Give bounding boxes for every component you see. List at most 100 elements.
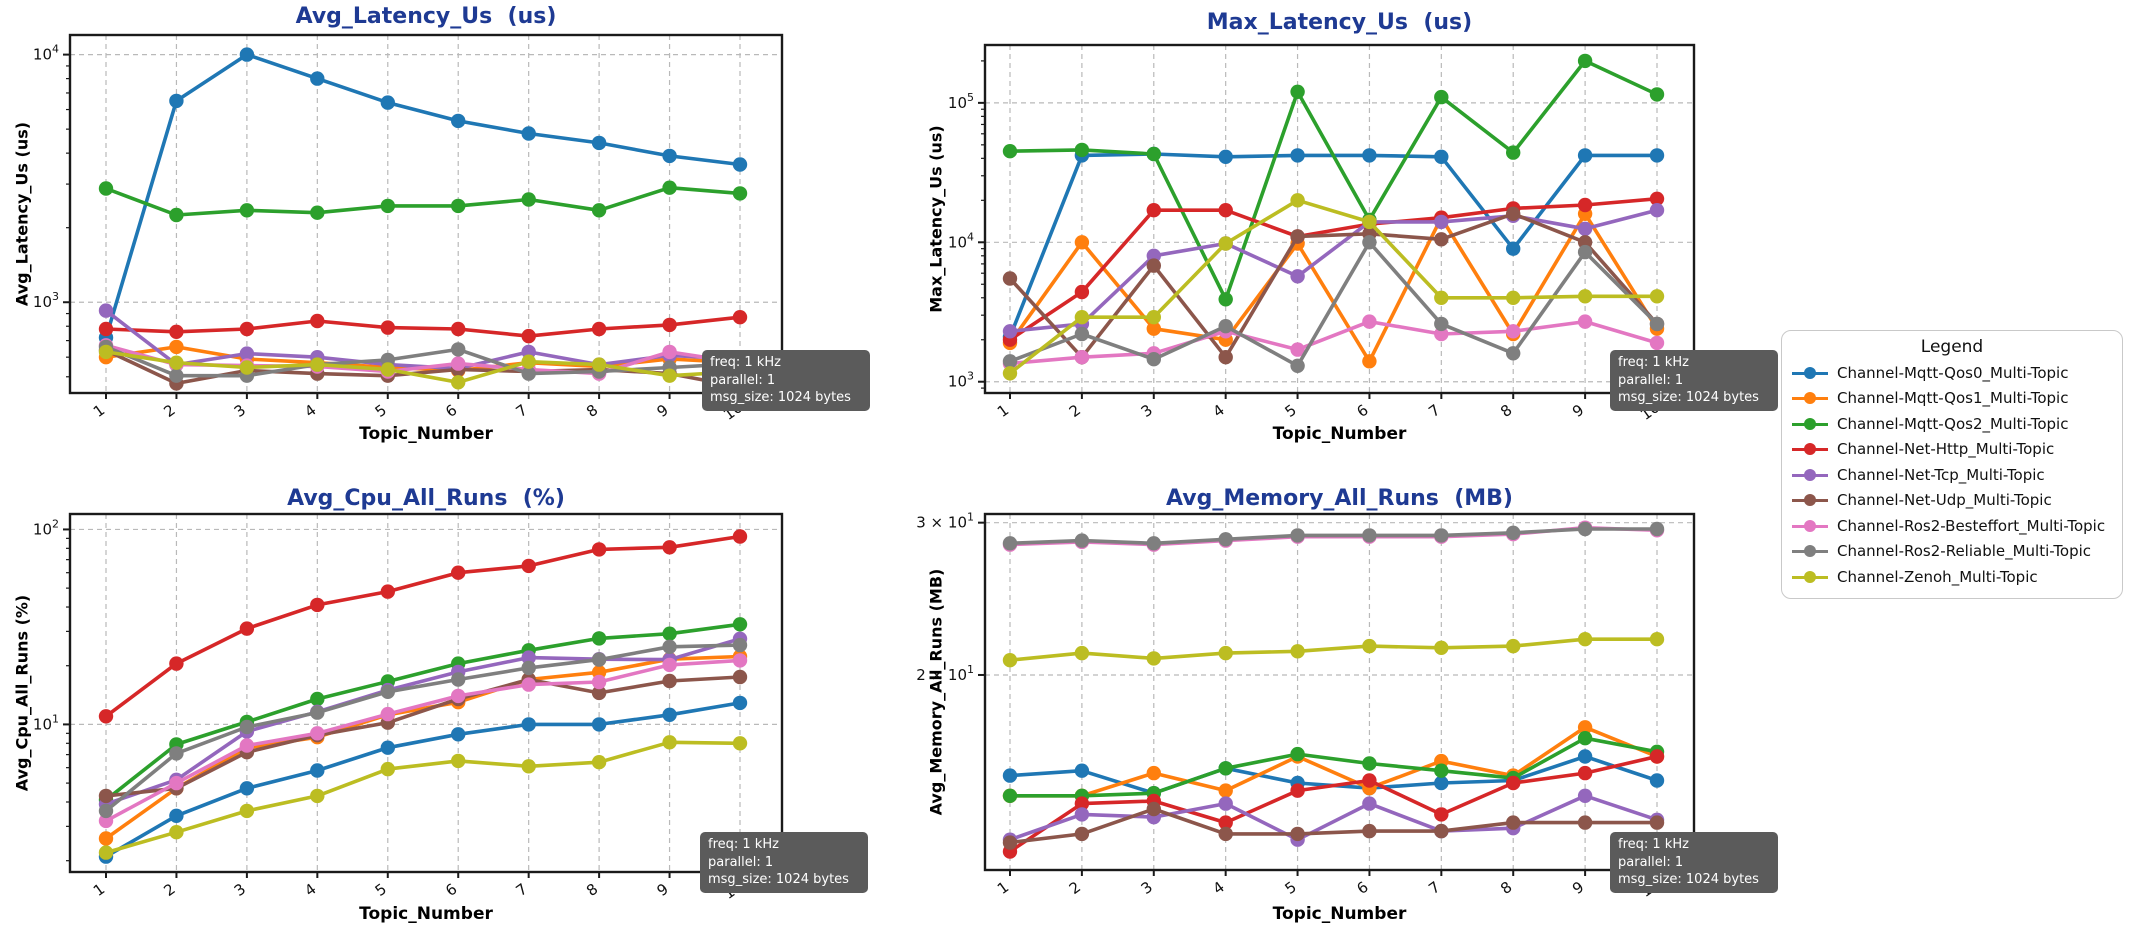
plot-spines	[68, 33, 784, 395]
plot-spines	[983, 512, 1696, 872]
x-tick-label: 7	[1425, 878, 1443, 898]
data-point-marker	[732, 695, 748, 711]
data-point-marker	[521, 192, 536, 207]
data-point-marker	[1362, 214, 1377, 230]
data-point-marker	[732, 736, 748, 751]
x-tick-label: 3	[231, 401, 249, 421]
data-point-marker	[662, 707, 677, 722]
data-point-marker	[1074, 796, 1090, 811]
chart-title-avg-cpu: Avg_Cpu_All_Runs (%)	[287, 486, 565, 511]
data-point-marker	[1506, 815, 1521, 830]
data-point-marker	[1577, 148, 1593, 163]
data-point-marker	[1290, 229, 1305, 244]
data-point-marker	[521, 328, 536, 344]
data-point-marker	[1218, 319, 1233, 334]
series-Channel-Mqtt-Qos2_Multi-Topic	[98, 180, 748, 223]
annotation-box-avg-latency: freq: 1 kHz parallel: 1 msg_size: 1024 b…	[702, 350, 870, 411]
series-Channel-Ros2-Reliable_Multi-Topic	[1002, 521, 1665, 551]
annotation-line-freq: freq: 1 kHz	[710, 355, 781, 370]
series-line	[104, 534, 741, 718]
y-tick-label: 102	[33, 517, 59, 538]
data-point-marker	[1434, 89, 1449, 105]
data-point-marker	[521, 759, 536, 774]
data-point-marker	[1074, 310, 1090, 325]
data-point-marker	[310, 691, 325, 707]
data-point-marker	[1506, 525, 1521, 540]
data-point-marker	[169, 324, 184, 339]
data-point-marker	[1002, 536, 1018, 551]
data-point-marker	[1362, 314, 1377, 329]
data-point-marker	[1218, 815, 1233, 830]
data-point-marker	[1506, 241, 1521, 256]
legend-entry-label: Channel-Mqtt-Qos1_Multi-Topic	[1837, 389, 2069, 408]
data-point-marker	[1577, 221, 1593, 236]
data-point-marker	[1649, 749, 1665, 764]
series-Channel-Net-Http_Multi-Topic	[98, 529, 748, 724]
data-point-marker	[451, 321, 466, 337]
data-point-marker	[1577, 749, 1593, 764]
data-point-marker	[1002, 366, 1018, 381]
data-point-marker	[662, 639, 677, 654]
data-point-marker	[1434, 775, 1449, 791]
data-point-marker	[1506, 290, 1521, 305]
x-tick-label: 7	[513, 401, 531, 421]
data-point-marker	[662, 317, 677, 333]
series-line	[105, 350, 741, 385]
legend-series-marker-icon	[1792, 545, 1828, 558]
data-point-marker	[521, 354, 536, 369]
legend-entry: Channel-Zenoh_Multi-Topic	[1792, 564, 2112, 590]
data-point-marker	[732, 529, 748, 544]
data-point-marker	[1146, 536, 1162, 551]
annotation-line-parallel: parallel: 1	[710, 372, 776, 388]
chart-title-avg-memory: Avg_Memory_All_Runs (MB)	[1166, 486, 1513, 511]
data-point-marker	[591, 717, 607, 732]
x-tick-label: 8	[1497, 878, 1515, 898]
data-point-marker	[98, 181, 114, 196]
annotation-box-avg-cpu: freq: 1 kHz parallel: 1 msg_size: 1024 b…	[700, 832, 868, 893]
data-point-marker	[662, 657, 677, 673]
annotation-line-msgsize: msg_size: 1024 bytes	[1618, 872, 1759, 887]
data-point-marker	[1002, 788, 1018, 803]
data-point-marker	[1290, 746, 1305, 762]
data-point-marker	[1649, 815, 1665, 830]
data-point-marker	[1434, 823, 1449, 839]
legend-entry: Channel-Net-Udp_Multi-Topic	[1792, 488, 2112, 514]
data-point-marker	[1577, 244, 1593, 260]
data-point-marker	[1649, 191, 1665, 206]
data-point-marker	[1362, 756, 1377, 771]
data-point-marker	[1577, 197, 1593, 213]
data-point-marker	[451, 198, 466, 214]
data-point-marker	[591, 321, 607, 337]
data-point-marker	[1362, 148, 1377, 163]
data-point-marker	[451, 727, 466, 742]
x-tick-label: 7	[1425, 401, 1443, 421]
data-point-marker	[1002, 835, 1018, 850]
data-point-marker	[1434, 232, 1449, 247]
data-point-marker	[98, 845, 114, 860]
data-point-marker	[1506, 145, 1521, 160]
legend-entry-label: Channel-Mqtt-Qos0_Multi-Topic	[1837, 363, 2069, 382]
data-point-marker	[239, 360, 255, 375]
data-point-marker	[1002, 768, 1018, 783]
series-Channel-Net-Http_Multi-Topic	[1002, 749, 1665, 859]
data-point-marker	[732, 310, 748, 325]
data-point-marker	[521, 677, 536, 692]
x-tick-label: 3	[1138, 878, 1156, 898]
data-point-marker	[521, 126, 536, 141]
data-point-marker	[591, 631, 607, 646]
series-line	[105, 637, 741, 806]
data-point-marker	[239, 203, 255, 218]
legend-entry: Channel-Mqtt-Qos1_Multi-Topic	[1792, 386, 2112, 412]
data-point-marker	[591, 685, 607, 701]
data-point-marker	[451, 356, 466, 371]
chart-title-max-latency: Max_Latency_Us (us)	[1206, 10, 1473, 35]
data-point-marker	[1146, 651, 1162, 666]
data-point-marker	[1506, 206, 1521, 221]
data-point-marker	[1146, 801, 1162, 817]
series-line	[1009, 637, 1657, 662]
data-point-marker	[451, 113, 466, 129]
x-tick-label: 2	[160, 401, 178, 421]
y-axis-label-max-latency: Max_Latency_Us (us)	[926, 125, 946, 313]
annotation-line-parallel: parallel: 1	[1618, 854, 1684, 870]
